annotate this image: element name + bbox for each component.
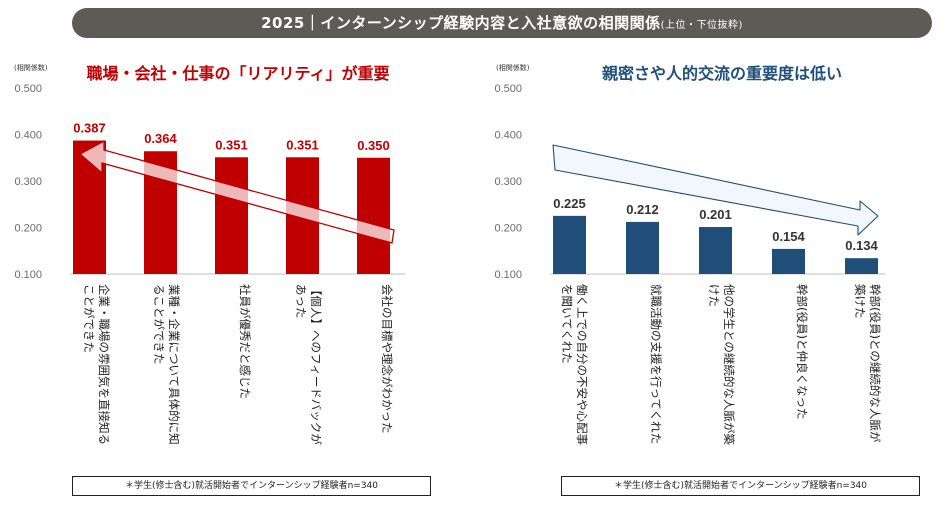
right-category-label: 就職活動の支援を行ってくれた bbox=[649, 284, 663, 444]
left-bar bbox=[357, 157, 390, 274]
right-bar bbox=[845, 258, 878, 274]
left-category-label: 社員が優秀だと感じた bbox=[238, 284, 252, 399]
left-category-label: 会社の目標や理念がわかった bbox=[380, 284, 394, 434]
left-category-label: ことができた bbox=[82, 284, 96, 353]
left-category-label: 業種・企業について具体的に知 bbox=[167, 284, 181, 445]
left-value-label: 0.350 bbox=[357, 138, 390, 153]
right-category-label: 他の学生との継続的な人脈が築 bbox=[722, 284, 736, 445]
left-category-label: あった bbox=[294, 284, 308, 319]
left-value-label: 0.364 bbox=[144, 131, 177, 146]
right-bar bbox=[553, 215, 586, 274]
right-value-label: 0.201 bbox=[699, 207, 732, 222]
left-y-tick-label: 0.500 bbox=[14, 83, 42, 95]
page-header: 2025｜インターンシップ経験内容と入社意欲の相関関係(上位・下位抜粋) bbox=[72, 8, 932, 38]
right-category-label: 幹部(役員)と仲良くなった bbox=[795, 284, 809, 419]
left-category-label: ることができた bbox=[152, 284, 166, 365]
right-bar bbox=[626, 221, 659, 274]
left-y-tick-label: 0.100 bbox=[14, 269, 42, 281]
left-bar bbox=[215, 157, 248, 274]
right-category-label: 築けた bbox=[853, 284, 867, 319]
right-category-label: 働く上での自分の不安や心配事 bbox=[575, 284, 589, 445]
left-y-tick-label: 0.400 bbox=[14, 130, 42, 142]
left-value-label: 0.351 bbox=[286, 137, 319, 152]
right-chart-note: ＊学生(修士含む)就活開始者でインターンシップ経験者n=340 bbox=[561, 476, 920, 496]
right-value-label: 0.212 bbox=[626, 202, 659, 217]
right-value-label: 0.154 bbox=[772, 229, 805, 244]
right-bar bbox=[699, 227, 732, 274]
right-category-label: を聞いてくれた bbox=[560, 284, 574, 364]
left-value-label: 0.351 bbox=[215, 137, 248, 152]
right-value-label: 0.225 bbox=[553, 196, 586, 211]
right-chart-title: 親密さや人的交流の重要度は低い bbox=[602, 64, 842, 83]
left-category-label: 【個人】へのフィードバックが bbox=[309, 284, 323, 445]
left-category-label: 企業・職場の雰囲気を直接知る bbox=[97, 284, 111, 445]
left-chart-title: 職場・会社・仕事の「リアリティ」が重要 bbox=[86, 64, 389, 83]
right-category-label: 幹部(役員)との継続的な人脈が bbox=[868, 284, 882, 443]
left-y-tick-label: 0.200 bbox=[14, 223, 42, 235]
right-trend-arrow-down bbox=[552, 144, 879, 236]
left-value-label: 0.387 bbox=[73, 121, 106, 136]
right-bar bbox=[772, 248, 805, 274]
left-y-tick-label: 0.300 bbox=[14, 176, 42, 188]
right-y-axis-label: (相関係数) bbox=[496, 63, 530, 72]
left-trend-arrow-down bbox=[79, 140, 395, 244]
left-chart-note: ＊学生(修士含む)就活開始者でインターンシップ経験者n=340 bbox=[72, 476, 431, 496]
right-y-tick-label: 0.500 bbox=[494, 83, 522, 95]
left-y-axis-label: (相関係数) bbox=[14, 63, 48, 72]
right-y-tick-label: 0.300 bbox=[494, 176, 522, 188]
header-title: 2025｜インターンシップ経験内容と入社意欲の相関関係 bbox=[261, 14, 661, 32]
right-y-tick-label: 0.400 bbox=[494, 130, 522, 142]
right-value-label: 0.134 bbox=[845, 238, 878, 253]
right-y-tick-label: 0.200 bbox=[494, 223, 522, 235]
right-y-tick-label: 0.100 bbox=[494, 269, 522, 281]
right-category-label: けた bbox=[707, 284, 721, 307]
header-subtitle: (上位・下位抜粋) bbox=[660, 20, 743, 31]
